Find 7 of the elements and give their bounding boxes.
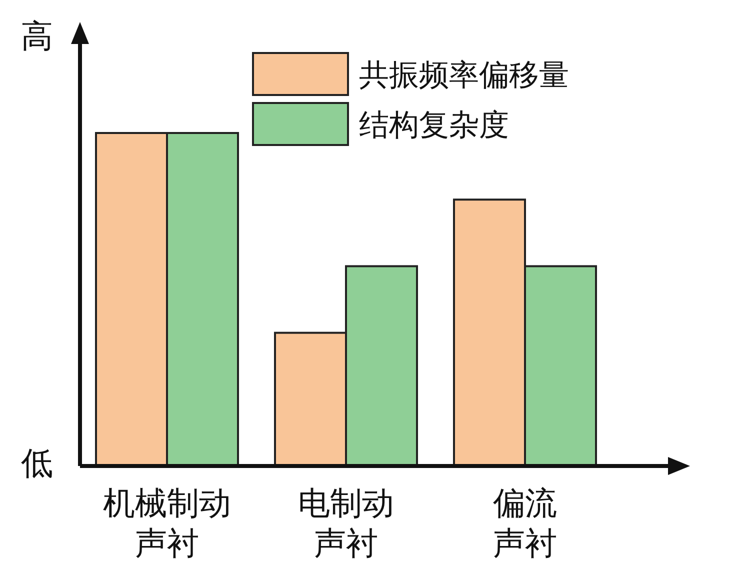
x-tick-label: 机械制动声衬 [103,484,231,562]
text: 低 [21,444,53,482]
legend-label: 共振频率偏移量 [359,58,569,93]
x-tick-label: 电制动声衬 [298,484,394,562]
text: 高 [21,17,53,55]
x-tick-label: 偏流声衬 [493,484,557,562]
legend-label: 结构复杂度 [359,108,509,143]
